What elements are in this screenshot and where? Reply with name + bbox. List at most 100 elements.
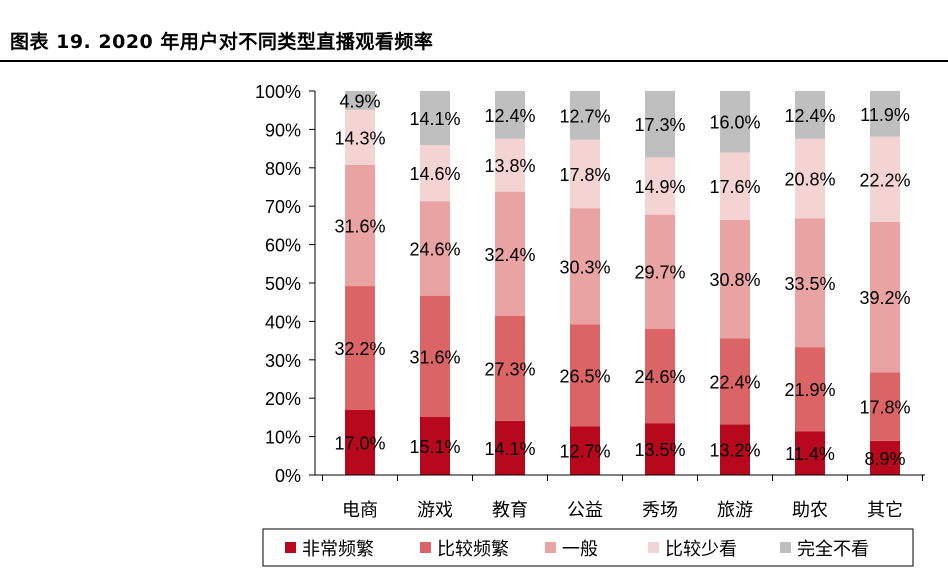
data-label: 39.2% [859, 288, 910, 308]
x-tick-label: 游戏 [417, 500, 453, 521]
data-label: 30.8% [709, 270, 760, 290]
bar-segment [870, 91, 900, 137]
bar-segment [720, 338, 750, 425]
legend-label: 一般 [562, 539, 598, 560]
bar-segment [420, 145, 450, 202]
data-label: 17.8% [559, 165, 610, 185]
data-label: 15.1% [409, 437, 460, 457]
legend-swatch [545, 542, 556, 553]
data-label: 12.4% [784, 106, 835, 126]
data-label: 13.5% [634, 440, 685, 460]
bar-segment [645, 328, 675, 424]
data-label: 24.6% [409, 239, 460, 259]
y-tick-label: 10% [265, 428, 301, 448]
data-label: 31.6% [409, 347, 460, 367]
bar-segment [870, 221, 900, 373]
y-tick-label: 50% [265, 274, 301, 294]
data-label: 33.5% [784, 274, 835, 294]
bar-segment [420, 295, 450, 418]
bar-segment [795, 138, 825, 219]
bar-segment [345, 91, 375, 110]
data-label: 27.3% [484, 359, 535, 379]
figure-title: 图表 19. 2020 年用户对不同类型直播观看频率 [10, 31, 434, 53]
y-tick-label: 30% [265, 351, 301, 371]
bar-segment [645, 423, 675, 475]
y-tick-label: 0% [275, 466, 301, 486]
bar-segment [720, 220, 750, 339]
legend-box [262, 528, 914, 567]
bar-segment [420, 417, 450, 475]
x-tick-label: 旅游 [717, 500, 753, 521]
data-label: 22.2% [859, 170, 910, 190]
legend-label: 完全不看 [797, 539, 869, 560]
data-label: 17.0% [334, 433, 385, 453]
legend-swatch [285, 542, 296, 553]
data-label: 13.8% [484, 156, 535, 176]
data-label: 24.6% [634, 367, 685, 387]
bar-segment [420, 91, 450, 146]
title-rule [0, 60, 948, 62]
data-label: 14.1% [409, 109, 460, 129]
data-label: 12.7% [559, 442, 610, 462]
y-tick-label: 60% [265, 236, 301, 256]
data-label: 29.7% [634, 263, 685, 283]
axes-layer: 电商 游戏 教育 公益 秀场 旅游 助农 其它 0% 10% 20% 30% 40% 50% 60% 70% 8… [255, 82, 925, 521]
bar-segment [570, 208, 600, 325]
data-label: 17.6% [709, 177, 760, 197]
x-tick-label: 电商 [342, 500, 378, 521]
data-label: 32.4% [484, 245, 535, 265]
y-tick-label: 90% [265, 120, 301, 140]
bar-segment [420, 201, 450, 296]
y-tick-label: 40% [265, 312, 301, 332]
bars-layer [345, 91, 900, 475]
x-tick-label: 助农 [792, 500, 828, 521]
bar-segment [570, 324, 600, 427]
bar-segment [345, 286, 375, 410]
bar-segment [795, 218, 825, 348]
data-label: 32.2% [334, 339, 385, 359]
data-label: 11.4% [785, 444, 835, 464]
data-label: 4.9% [339, 91, 380, 111]
legend-label: 比较频繁 [437, 539, 509, 560]
x-tick-label: 秀场 [642, 500, 678, 521]
bar-segment [345, 164, 375, 287]
data-label: 26.5% [559, 366, 610, 386]
bar-segment [570, 426, 600, 475]
data-label: 14.9% [634, 177, 685, 197]
data-label: 30.3% [559, 257, 610, 277]
bar-segment [495, 91, 525, 139]
data-label: 12.7% [559, 106, 610, 126]
legend-label: 非常频繁 [302, 539, 374, 560]
bar-segment [795, 347, 825, 432]
y-tick-label: 80% [265, 159, 301, 179]
x-tick-label: 公益 [567, 500, 603, 521]
data-label: 12.4% [484, 106, 535, 126]
bar-segment [795, 91, 825, 139]
bar-segment [645, 91, 675, 158]
bar-segment [345, 109, 375, 165]
bar-segment [570, 91, 600, 140]
data-label: 8.9% [864, 449, 905, 469]
bar-segment [870, 372, 900, 441]
bar-segment [495, 138, 525, 192]
bar-segment [720, 424, 750, 475]
legend: 非常频繁 比较频繁 一般 比较少看 完全不看 [262, 528, 914, 567]
data-label: 11.9% [860, 105, 910, 125]
data-label: 14.3% [334, 128, 385, 148]
bar-segment [795, 431, 825, 475]
legend-swatch [648, 542, 659, 553]
bar-segment [570, 139, 600, 209]
bar-segment [645, 157, 675, 215]
bar-segment [495, 316, 525, 421]
x-tick-label: 其它 [867, 500, 903, 521]
data-label: 22.4% [709, 372, 760, 392]
bar-segment [720, 152, 750, 221]
data-label: 14.6% [409, 164, 460, 184]
data-label: 16.0% [709, 113, 760, 133]
data-labels-layer: 17.0% 32.2% 31.6% 14.3% 4.9% 15.1% 31.6% 24.6% 1… [334, 91, 910, 469]
bar-segment [645, 214, 675, 329]
data-label: 17.8% [859, 398, 910, 418]
legend-label: 比较少看 [665, 539, 737, 560]
bar-segment [345, 409, 375, 475]
